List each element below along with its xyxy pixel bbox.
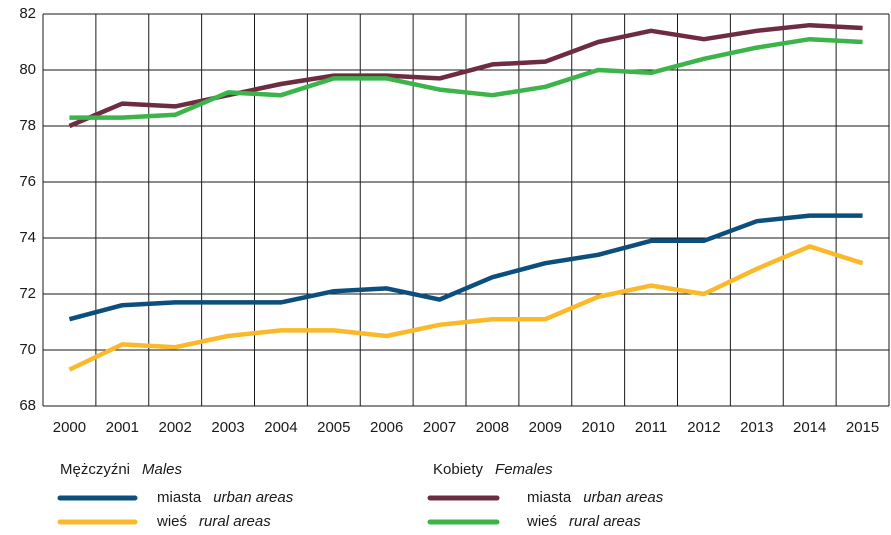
legend-name-en: rural areas xyxy=(569,513,641,530)
legend-label: miasta urban areas xyxy=(157,489,294,506)
legend-group-title: Mężczyźni Males xyxy=(60,461,183,478)
x-tick-label: 2000 xyxy=(53,419,86,436)
x-tick-label: 2006 xyxy=(370,419,403,436)
legend-name-pl: wieś xyxy=(526,513,557,530)
x-tick-label: 2004 xyxy=(264,419,297,436)
x-tick-label: 2005 xyxy=(317,419,350,436)
legend-name-en: urban areas xyxy=(213,489,294,506)
legend-name-en: rural areas xyxy=(199,513,271,530)
x-tick-label: 2011 xyxy=(635,419,667,436)
series-line xyxy=(68,213,863,322)
legend-name-pl: wieś xyxy=(156,513,187,530)
series-line xyxy=(69,36,863,120)
y-tick-label: 76 xyxy=(19,173,36,190)
x-tick-label: 2002 xyxy=(159,419,192,436)
legend-group-title: Kobiety Females xyxy=(433,461,553,478)
legend-name-en: urban areas xyxy=(583,489,664,506)
series-line xyxy=(68,22,863,129)
y-tick-label: 72 xyxy=(19,285,36,302)
legend-label: wieś rural areas xyxy=(526,513,641,530)
x-tick-label: 2001 xyxy=(106,419,139,436)
legend-group-title-pl: Kobiety xyxy=(433,461,484,478)
legend-label: wieś rural areas xyxy=(156,513,271,530)
legend-group-title-en: Males xyxy=(142,461,183,478)
y-tick-label: 80 xyxy=(19,61,36,78)
x-tick-label: 2012 xyxy=(687,419,720,436)
y-tick-label: 78 xyxy=(19,117,36,134)
x-tick-label: 2009 xyxy=(529,419,562,436)
y-tick-label: 74 xyxy=(19,229,36,246)
x-tick-label: 2010 xyxy=(582,419,615,436)
legend-group-title-en: Females xyxy=(495,461,553,478)
x-tick-label: 2015 xyxy=(846,419,879,436)
x-tick-label: 2008 xyxy=(476,419,509,436)
legend-group-title-pl: Mężczyźni xyxy=(60,461,130,478)
x-tick-label: 2013 xyxy=(740,419,773,436)
legend-label: miasta urban areas xyxy=(527,489,664,506)
legend-name-pl: miasta xyxy=(527,489,572,506)
x-tick-label: 2007 xyxy=(423,419,456,436)
x-tick-label: 2014 xyxy=(793,419,826,436)
x-tick-label: 2003 xyxy=(211,419,244,436)
y-tick-label: 70 xyxy=(19,341,36,358)
y-tick-label: 82 xyxy=(19,5,36,22)
series-line xyxy=(68,244,864,372)
legend-name-pl: miasta xyxy=(157,489,202,506)
y-tick-label: 68 xyxy=(19,397,36,414)
